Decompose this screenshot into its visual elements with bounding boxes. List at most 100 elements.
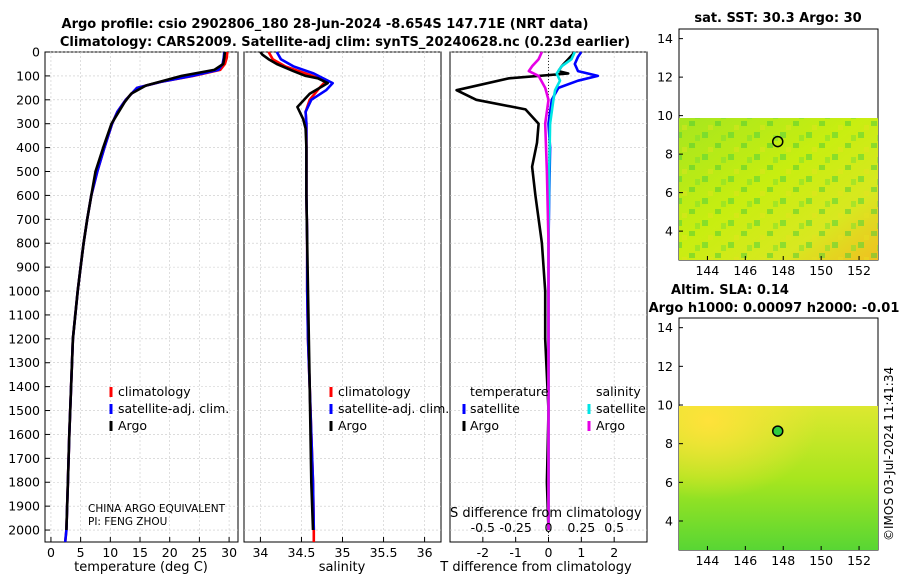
legend-label-sal-argo: Argo: [596, 418, 625, 433]
map-ytick-label: 8: [665, 147, 673, 162]
legend-label-argo: Argo: [118, 418, 147, 433]
xtick-label: -2: [477, 545, 489, 560]
difference-lines: [455, 51, 600, 531]
sst-heatmap-texture: [679, 118, 878, 260]
figure-title-line2: Climatology: CARS2009. Satellite-adj cli…: [60, 35, 630, 50]
legend-label-argo: Argo: [338, 418, 367, 433]
map-ytick-label: 12: [657, 359, 673, 374]
ytick-label: 500: [16, 164, 40, 179]
temperature-grid: [45, 51, 238, 542]
sst-map-panel: sat. SST: 30.3 Argo: 30 144 146 148 150 1524…: [657, 11, 879, 278]
xtick-label: 36: [417, 545, 433, 560]
difference-salinity-ticks: -0.5 -0.25 0 0.25 0.5: [471, 520, 624, 535]
map-xtick-label: 148: [771, 263, 795, 278]
salinity-tick-label: -0.25: [499, 520, 531, 535]
ytick-label: 1600: [8, 427, 40, 442]
ytick-label: 1000: [8, 284, 40, 299]
ytick-label: 200: [16, 92, 40, 107]
difference-xlabel: T difference from climatology: [439, 560, 632, 575]
ytick-label: 1200: [8, 331, 40, 346]
legend-header-temperature: temperature: [470, 384, 549, 399]
legend-label-satellite: satellite-adj. clim.: [118, 401, 229, 416]
difference-salinity-label: S difference from climatology: [450, 506, 642, 521]
temperature-legend: climatology satellite-adj. clim. Argo: [109, 384, 229, 433]
float-info-line1: CHINA ARGO EQUIVALENT: [88, 503, 226, 515]
salinity-tick-label: -0.5: [471, 520, 495, 535]
salinity-lines: [259, 51, 334, 542]
legend-label-sal-satellite: satellite: [596, 401, 646, 416]
sla-argo-location-marker: [771, 425, 784, 437]
series-line-argo: [65, 51, 227, 531]
ytick-label: 1700: [8, 451, 40, 466]
ytick-label: 900: [16, 260, 40, 275]
difference-xticks: -2 -1 0 1 2: [477, 537, 618, 560]
sla-map-ticks: 144 146 148 150 152 4 6 8 10 12 14: [657, 320, 871, 568]
ytick-label: 1100: [8, 307, 40, 322]
xtick-label: 15: [132, 545, 148, 560]
xtick-label: 1: [577, 545, 585, 560]
sla-map-title-line2: Argo h1000: 0.00097 h2000: -0.01: [649, 301, 900, 316]
map-ytick-label: 4: [665, 514, 673, 529]
salinity-xlabel: salinity: [319, 560, 366, 575]
map-xtick-label: 150: [809, 553, 833, 568]
xtick-label: 30: [221, 545, 237, 560]
ytick-label: 1900: [8, 499, 40, 514]
sst-argo-location-marker: [771, 135, 784, 148]
legend-label-temp-argo: Argo: [470, 418, 499, 433]
temperature-panel: 0 5 10 15 20 25 30 0 100 200 300 400 500 600 700 800 90…: [8, 45, 239, 575]
temperature-yticks: 0 100 200 300 400 500 600 700 800 900 1000 1100 1200…: [8, 45, 50, 538]
map-xtick-label: 144: [695, 263, 719, 278]
ytick-label: 1300: [8, 355, 40, 370]
salinity-tick-label: 0.25: [567, 520, 595, 535]
temperature-lines: [63, 51, 229, 543]
sla-map-panel: Altim. SLA: 0.14 Argo h1000: 0.00097 h20…: [649, 283, 900, 568]
ytick-label: 2000: [8, 523, 40, 538]
difference-panel: -2 -1 0 1 2 -0.5 -0.25 0 0.25 0.5 T difference f…: [439, 51, 648, 575]
map-xtick-label: 144: [695, 553, 719, 568]
xtick-label: 34.5: [288, 545, 316, 560]
map-xtick-label: 152: [847, 553, 871, 568]
sst-map-title: sat. SST: 30.3 Argo: 30: [694, 11, 861, 26]
salinity-tick-label: 0: [545, 520, 553, 535]
sst-map-ticks: 144 146 148 150 152 4 6 8 10 12 14: [657, 31, 871, 278]
map-ytick-label: 10: [657, 398, 673, 413]
sla-map-title-line1: Altim. SLA: 0.14: [671, 283, 789, 298]
xtick-label: 25: [191, 545, 207, 560]
xtick-label: 35: [335, 545, 351, 560]
series-line-salinity-argo: [527, 51, 550, 530]
ytick-label: 300: [16, 116, 40, 131]
ytick-label: 800: [16, 236, 40, 251]
map-xtick-label: 146: [733, 263, 757, 278]
float-info-line2: PI: FENG ZHOU: [88, 516, 167, 528]
ytick-label: 400: [16, 140, 40, 155]
xtick-label: 35.5: [370, 545, 398, 560]
xtick-label: 5: [77, 545, 85, 560]
salinity-tick-label: 0.5: [604, 520, 624, 535]
salinity-xticks: 34 34.5 35 35.5 36: [252, 537, 433, 560]
xtick-label: 0: [47, 545, 55, 560]
ytick-label: 0: [32, 45, 40, 60]
legend-label-climatology: climatology: [118, 384, 191, 399]
legend-header-salinity: salinity: [596, 384, 641, 399]
map-xtick-label: 148: [771, 553, 795, 568]
series-line-argo: [259, 51, 329, 531]
ytick-label: 700: [16, 212, 40, 227]
ytick-label: 100: [16, 68, 40, 83]
difference-legend: temperature salinity satellite Argo sate…: [462, 384, 646, 433]
ytick-label: 600: [16, 188, 40, 203]
figure-title-line1: Argo profile: csio 2902806_180 28-Jun-20…: [62, 17, 589, 32]
salinity-grid: [244, 51, 441, 542]
ytick-label: 1400: [8, 379, 40, 394]
map-xtick-label: 146: [733, 553, 757, 568]
map-ytick-label: 12: [657, 70, 673, 85]
xtick-label: 0: [545, 545, 553, 560]
ytick-label: 1800: [8, 475, 40, 490]
map-ytick-label: 4: [665, 224, 673, 239]
map-xtick-label: 150: [809, 263, 833, 278]
map-ytick-label: 6: [665, 475, 673, 490]
xtick-label: 2: [610, 545, 618, 560]
ytick-label: 1500: [8, 403, 40, 418]
xtick-label: 20: [162, 545, 178, 560]
legend-label-satellite: satellite-adj. clim.: [338, 401, 449, 416]
